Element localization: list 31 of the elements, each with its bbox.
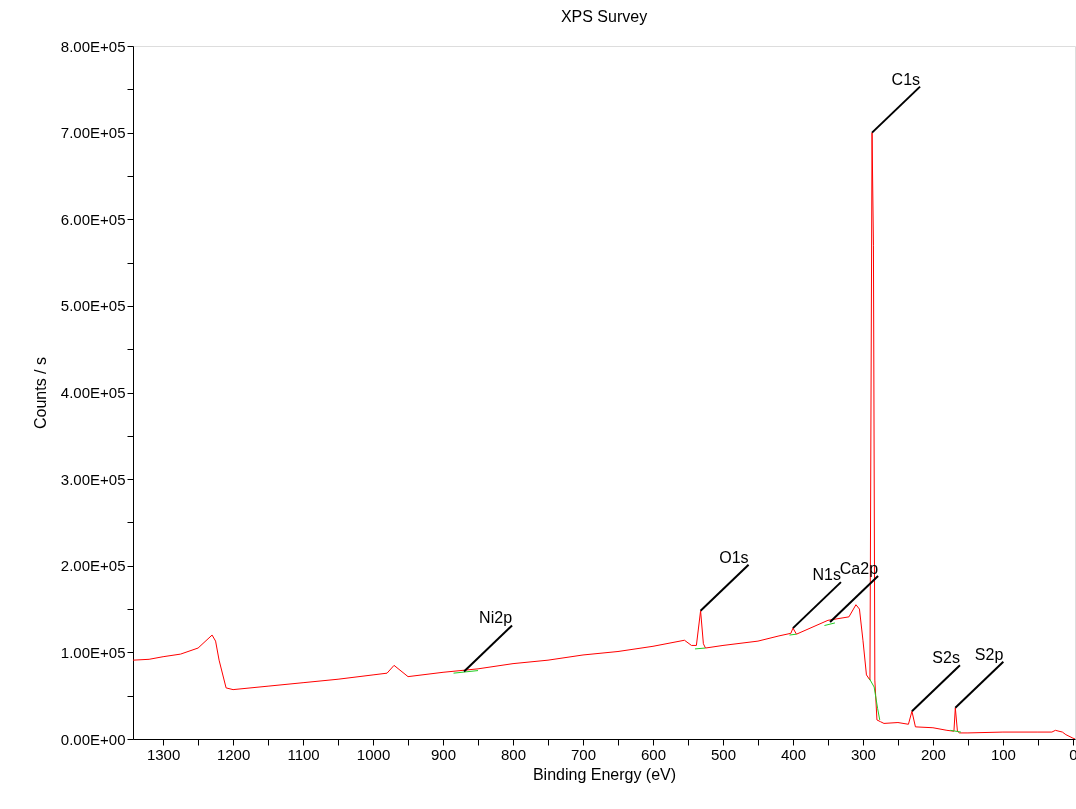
y-tick-label: 6.00E+05: [60, 210, 126, 228]
x-tick-label: 600: [640, 745, 667, 763]
x-tick-label: 100: [990, 745, 1016, 763]
annotation: Ni2p: [479, 609, 513, 627]
x-tick-label: 500: [710, 745, 736, 763]
x-tick-label: 1300: [146, 745, 181, 763]
x-tick-label: 1000: [356, 745, 391, 763]
chart-title: XPS Survey: [560, 8, 648, 25]
y-tick-label: 0.00E+00: [60, 730, 126, 748]
y-tick-label: 4.00E+05: [60, 384, 126, 401]
x-axis-title: Binding Energy (eV): [532, 765, 677, 783]
annotation: S2s: [932, 649, 960, 667]
y-tick-label: 7.00E+05: [60, 124, 126, 142]
y-tick-label: 1.00E+05: [60, 643, 126, 661]
x-tick-label: 300: [850, 745, 876, 763]
x-tick-label: 1100: [287, 745, 320, 763]
annotation: S2p: [974, 645, 1004, 663]
annotation: N1s: [812, 566, 841, 584]
y-axis-title: Counts / s: [31, 356, 49, 430]
x-tick-label: 700: [570, 745, 597, 763]
x-tick-label: 400: [780, 745, 806, 763]
y-tick-label: 8.00E+05: [60, 37, 126, 55]
y-tick-label: 3.00E+05: [60, 470, 126, 488]
annotation: C1s: [891, 70, 921, 88]
y-tick-label: 5.00E+05: [60, 297, 126, 315]
x-tick-label: 1200: [216, 745, 251, 763]
x-tick-label: 800: [501, 745, 527, 763]
y-tick-label: 2.00E+05: [60, 557, 126, 575]
x-tick-label: 900: [431, 745, 457, 763]
annotation: O1s: [719, 548, 749, 566]
x-tick-label: 200: [920, 745, 946, 763]
